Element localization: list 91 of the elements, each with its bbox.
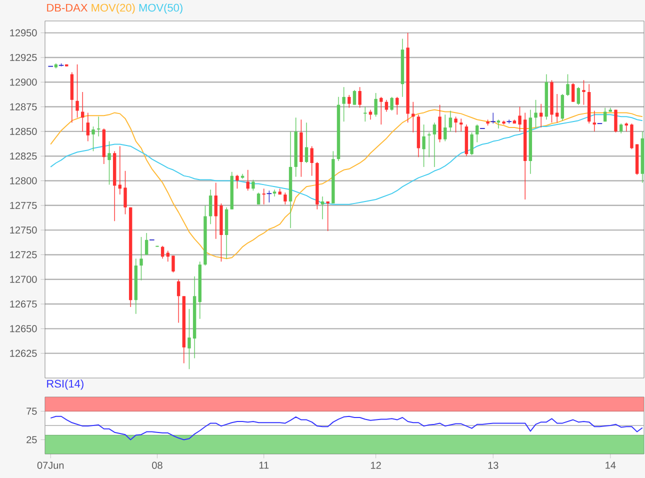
candlestick [86, 112, 90, 142]
candlestick [390, 96, 394, 112]
candlestick [160, 245, 164, 260]
candlestick [614, 109, 618, 133]
text: MOV(20) [92, 4, 135, 14]
candlestick [108, 140, 111, 186]
candlestick [256, 192, 260, 205]
y-tick-label: 12625 [10, 350, 37, 357]
x-tick-label: 13 [488, 462, 498, 469]
candlestick [188, 308, 191, 370]
candlestick [96, 116, 100, 137]
candlestick [166, 250, 170, 262]
candlestick [412, 102, 415, 133]
candlestick [624, 122, 628, 132]
candlestick [566, 74, 570, 96]
candlestick [592, 110, 596, 132]
candlestick [438, 104, 442, 143]
candlestick [320, 196, 324, 220]
candlestick [428, 132, 431, 158]
candlestick [560, 94, 564, 121]
candlestick [76, 64, 79, 118]
candlestick [80, 92, 84, 132]
candlestick [176, 279, 180, 324]
candlestick [460, 118, 463, 132]
y-tick-label: 12775 [10, 202, 37, 209]
y-tick-label: 12900 [10, 78, 37, 86]
candlestick [368, 109, 372, 120]
x-tick-label: 14 [606, 462, 616, 469]
y-tick-label: 25 [26, 436, 37, 444]
y-tick-label: 12950 [10, 29, 37, 36]
candlestick [422, 124, 426, 168]
candlestick [252, 179, 255, 191]
candlestick [496, 119, 500, 129]
candlestick [454, 116, 458, 133]
y-tick-label: 12650 [10, 325, 37, 332]
candlestick [518, 106, 522, 132]
candlestick [374, 92, 378, 117]
candlestick [470, 132, 474, 156]
candlestick [272, 189, 276, 197]
candlestick [619, 123, 623, 134]
candlestick [246, 170, 250, 191]
text: MOV(50) [139, 4, 182, 14]
candlestick [92, 126, 95, 152]
candlestick [364, 106, 367, 122]
candlestick [358, 86, 362, 108]
y-tick-label: 12675 [10, 300, 37, 308]
y-tick-label: 12800 [10, 177, 37, 184]
candlestick [555, 94, 559, 123]
candlestick [310, 146, 314, 176]
candlestick [352, 90, 356, 106]
candlestick [534, 100, 538, 128]
candlestick [342, 86, 346, 122]
x-tick-label: 08 [152, 462, 162, 469]
y-tick-label: 12725 [10, 251, 37, 258]
x-tick-label: 12 [371, 462, 381, 469]
candlestick [214, 182, 218, 240]
x-tick-label: 07Jun [37, 462, 64, 469]
y-tick-label: 12700 [10, 276, 37, 283]
chart-title: RSI(14) [47, 380, 84, 390]
candlestick [448, 110, 452, 132]
candlestick [326, 201, 330, 232]
candlestick [124, 170, 127, 215]
y-tick-label: 12850 [10, 128, 37, 135]
candlestick [603, 107, 607, 122]
y-tick-label: 12875 [10, 103, 37, 110]
candlestick [432, 122, 436, 168]
candlestick [576, 86, 580, 106]
candlestick [476, 124, 479, 143]
candlestick [262, 188, 266, 205]
candlestick [172, 255, 175, 273]
y-tick-label: 75 [26, 408, 37, 415]
y-tick-label: 12825 [10, 152, 37, 160]
chart-title: DB-DAX [47, 4, 88, 12]
candlestick [630, 123, 634, 150]
candlestick [571, 82, 575, 102]
candlestick [304, 122, 308, 164]
candlestick [140, 236, 143, 281]
candlestick [348, 94, 351, 108]
x-tick-label: 11 [259, 462, 269, 469]
candlestick [118, 146, 122, 195]
candlestick [582, 80, 586, 106]
candlestick [444, 114, 447, 142]
candlestick [208, 189, 212, 224]
candlestick [380, 96, 383, 125]
candlestick [236, 174, 239, 189]
candlestick [284, 192, 287, 205]
candlestick [144, 232, 148, 256]
y-tick-label: 12750 [10, 226, 37, 234]
candlestick [396, 96, 399, 116]
y-tick-label: 12925 [10, 54, 37, 62]
candlestick [540, 103, 543, 128]
